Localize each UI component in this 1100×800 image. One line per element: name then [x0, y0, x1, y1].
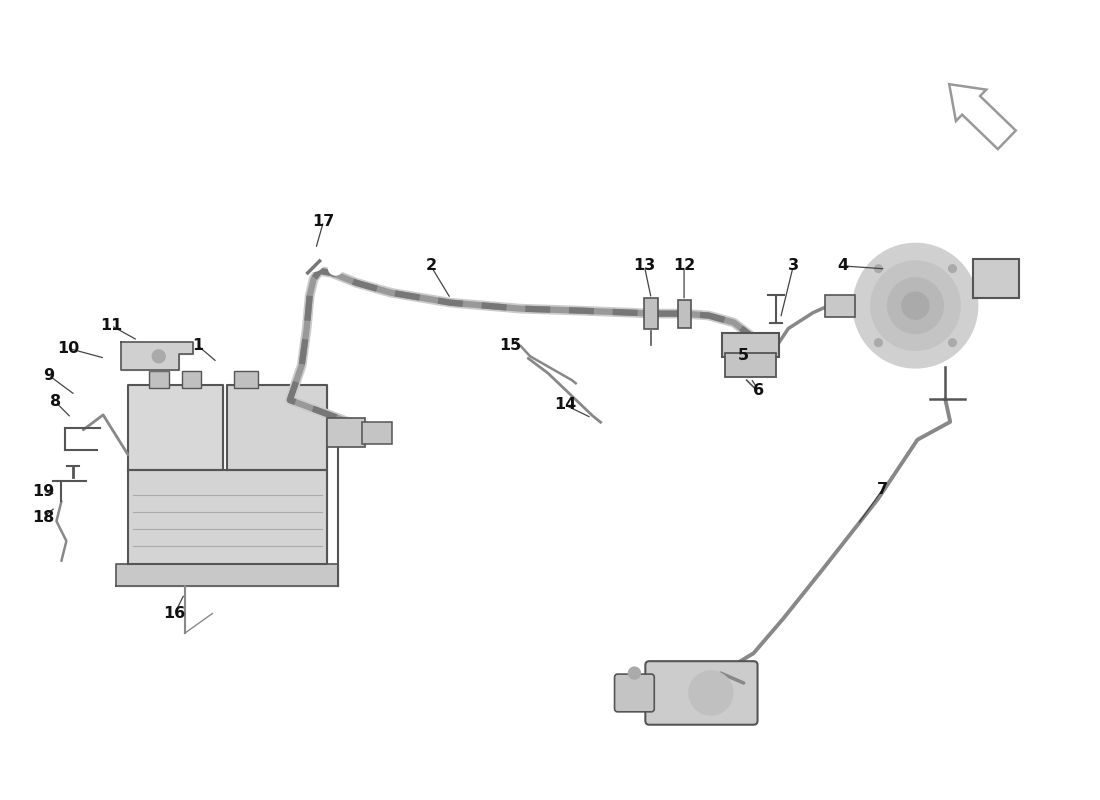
FancyBboxPatch shape: [148, 371, 168, 388]
Text: 4: 4: [837, 258, 848, 274]
Polygon shape: [228, 385, 327, 470]
Circle shape: [948, 265, 956, 273]
FancyBboxPatch shape: [234, 371, 258, 388]
FancyBboxPatch shape: [646, 661, 758, 725]
Text: 7: 7: [877, 482, 888, 497]
Text: 14: 14: [553, 398, 576, 413]
FancyBboxPatch shape: [645, 298, 658, 330]
Text: 1: 1: [191, 338, 204, 353]
Circle shape: [628, 667, 640, 679]
FancyBboxPatch shape: [362, 422, 392, 444]
Text: 12: 12: [673, 258, 695, 274]
Circle shape: [513, 333, 524, 344]
Text: 2: 2: [426, 258, 437, 274]
Text: 5: 5: [738, 348, 749, 363]
Text: 8: 8: [50, 394, 60, 410]
Text: 3: 3: [788, 258, 799, 274]
Circle shape: [948, 338, 956, 346]
Text: 10: 10: [57, 341, 79, 356]
Polygon shape: [128, 385, 223, 470]
Text: 6: 6: [754, 382, 764, 398]
Circle shape: [329, 261, 342, 275]
Text: 16: 16: [164, 606, 186, 621]
Circle shape: [854, 244, 977, 367]
FancyBboxPatch shape: [722, 334, 780, 358]
FancyBboxPatch shape: [725, 354, 777, 377]
Text: 18: 18: [32, 510, 55, 525]
Polygon shape: [128, 470, 327, 564]
Text: 15: 15: [499, 338, 521, 353]
FancyBboxPatch shape: [182, 371, 201, 388]
FancyBboxPatch shape: [327, 418, 365, 446]
Circle shape: [874, 338, 882, 346]
Circle shape: [576, 382, 587, 394]
Text: 9: 9: [43, 368, 54, 382]
Polygon shape: [121, 342, 192, 370]
Text: 13: 13: [634, 258, 656, 274]
Circle shape: [601, 422, 614, 434]
Polygon shape: [949, 84, 1015, 149]
Polygon shape: [116, 564, 339, 586]
FancyBboxPatch shape: [615, 674, 654, 712]
FancyBboxPatch shape: [825, 294, 855, 317]
Text: 19: 19: [32, 484, 55, 499]
Circle shape: [902, 292, 930, 319]
Circle shape: [888, 278, 943, 334]
FancyBboxPatch shape: [974, 259, 1019, 298]
Text: 11: 11: [100, 318, 122, 333]
Circle shape: [871, 262, 960, 350]
FancyBboxPatch shape: [678, 300, 691, 327]
Circle shape: [304, 251, 323, 271]
Circle shape: [689, 671, 733, 714]
Circle shape: [152, 350, 165, 362]
Text: 17: 17: [312, 214, 334, 229]
Circle shape: [874, 265, 882, 273]
